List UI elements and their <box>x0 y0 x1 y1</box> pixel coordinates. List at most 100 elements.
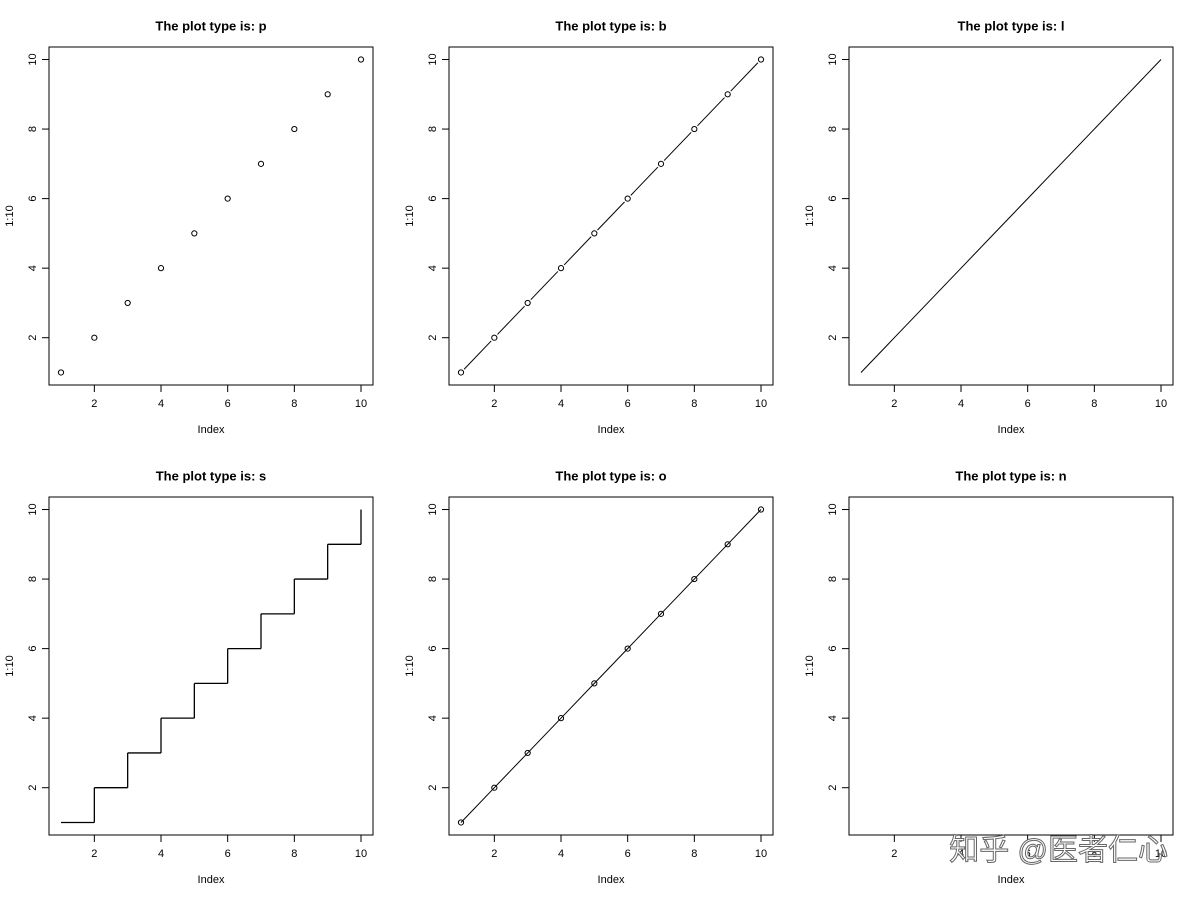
y-tick-label: 4 <box>427 265 439 271</box>
point <box>591 680 598 687</box>
x-tick-label: 8 <box>691 848 697 860</box>
x-tick-label: 10 <box>1155 398 1167 410</box>
y-tick-label: 8 <box>27 126 39 132</box>
y-tick-label: 8 <box>827 576 839 582</box>
chart-title: The plot type is: p <box>155 18 266 33</box>
point <box>691 125 698 133</box>
x-tick-label: 6 <box>625 848 631 860</box>
panel: The plot type is: l Index 1:10 2 4 6 8 10 2 4 6 8 10 <box>804 18 1174 436</box>
x-tick-label: 6 <box>1025 848 1031 860</box>
chart-title: The plot type is: l <box>958 18 1065 33</box>
line-segment <box>730 62 759 92</box>
x-tick-label: 10 <box>1155 848 1167 860</box>
x-tick-label: 10 <box>355 848 367 860</box>
point <box>191 230 198 237</box>
x-tick-label: 8 <box>1091 848 1097 860</box>
y-tick-label: 8 <box>427 576 439 582</box>
y-axis-label: 1:10 <box>4 205 16 226</box>
x-tick-label: 2 <box>91 848 97 860</box>
x-tick-label: 4 <box>958 398 964 410</box>
y-tick-label: 10 <box>427 53 439 65</box>
line-segment <box>697 97 725 127</box>
point <box>757 506 765 513</box>
point <box>491 334 498 341</box>
plot-frame <box>448 46 774 386</box>
x-tick-label: 10 <box>355 398 367 410</box>
y-tick-label: 2 <box>427 335 439 341</box>
chart-title: The plot type is: o <box>555 468 666 483</box>
point <box>524 299 531 307</box>
x-tick-label: 6 <box>625 398 631 410</box>
x-tick-label: 8 <box>1091 398 1097 410</box>
point <box>724 91 731 98</box>
y-tick-label: 10 <box>827 53 839 65</box>
x-tick-label: 4 <box>158 848 164 860</box>
point <box>591 230 598 237</box>
panel: The plot type is: p Index 1:10 2 4 6 8 10 2 4 6 8 10 <box>4 18 374 436</box>
line-segment <box>463 340 492 370</box>
x-tick-label: 2 <box>91 398 97 410</box>
line-segment <box>630 166 659 196</box>
x-tick-label: 2 <box>491 848 497 860</box>
point <box>457 819 465 826</box>
x-tick-label: 4 <box>558 848 564 860</box>
y-tick-label: 2 <box>427 785 439 791</box>
panel: The plot type is: s Index 1:10 2 4 6 8 10 2 4 6 8 10 <box>4 468 374 886</box>
y-tick-label: 2 <box>827 335 839 341</box>
y-tick-label: 10 <box>27 53 39 65</box>
point <box>557 265 565 272</box>
point <box>624 195 631 202</box>
point <box>557 715 565 722</box>
point <box>491 784 498 791</box>
plot-frame <box>848 496 1174 836</box>
line-segment <box>597 201 625 231</box>
y-tick-label: 8 <box>427 126 439 132</box>
y-tick-label: 6 <box>27 196 39 202</box>
x-tick-label: 10 <box>755 398 767 410</box>
point <box>624 645 631 652</box>
x-tick-label: 8 <box>291 848 297 860</box>
plot-frame <box>448 496 774 836</box>
y-tick-label: 6 <box>427 646 439 652</box>
x-axis-label: Index <box>598 874 625 886</box>
line-segment <box>530 271 559 301</box>
point <box>91 334 98 341</box>
y-axis-label: 1:10 <box>804 205 816 226</box>
x-axis-label: Index <box>198 874 225 886</box>
x-tick-label: 4 <box>958 848 964 860</box>
x-axis-label: Index <box>998 874 1025 886</box>
x-tick-label: 8 <box>291 398 297 410</box>
line-segment <box>663 131 692 161</box>
y-tick-label: 10 <box>827 503 839 515</box>
point <box>724 541 731 548</box>
x-axis-label: Index <box>598 424 625 436</box>
panel: The plot type is: n Index 1:10 2 4 6 8 10 2 4 6 8 10 <box>804 468 1174 886</box>
x-tick-label: 6 <box>225 398 231 410</box>
point <box>457 369 465 376</box>
x-axis-label: Index <box>998 424 1025 436</box>
x-tick-label: 4 <box>558 398 564 410</box>
x-tick-label: 2 <box>891 398 897 410</box>
point <box>657 160 665 167</box>
point <box>257 160 265 167</box>
y-tick-label: 4 <box>427 715 439 721</box>
point <box>691 575 698 583</box>
x-tick-label: 10 <box>755 848 767 860</box>
line-segment <box>563 236 592 266</box>
y-axis-label: 1:10 <box>404 205 416 226</box>
x-tick-label: 4 <box>158 398 164 410</box>
y-tick-label: 2 <box>827 785 839 791</box>
x-tick-label: 2 <box>491 398 497 410</box>
point <box>357 56 365 63</box>
point <box>224 195 231 202</box>
x-tick-label: 6 <box>1025 398 1031 410</box>
panel: The plot type is: o Index 1:10 2 4 6 8 10 2 4 6 8 10 <box>404 468 774 886</box>
y-tick-label: 10 <box>27 503 39 515</box>
x-tick-label: 8 <box>691 398 697 410</box>
point <box>291 125 298 133</box>
x-tick-label: 6 <box>225 848 231 860</box>
x-axis-label: Index <box>198 424 225 436</box>
y-tick-label: 2 <box>27 785 39 791</box>
